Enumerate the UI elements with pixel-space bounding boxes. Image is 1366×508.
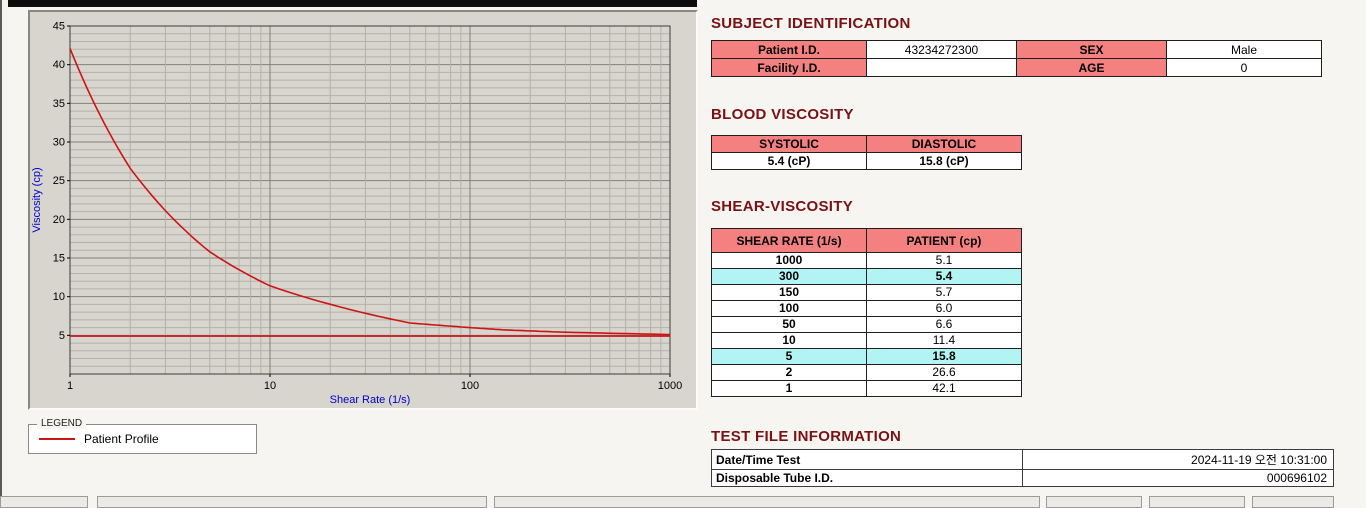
patient-value-cell: 6.0 [866, 300, 1022, 317]
facility-id-value [866, 58, 1017, 77]
age-label: AGE [1016, 58, 1167, 77]
svg-text:25: 25 [53, 175, 65, 187]
bottom-panel-segment [1046, 496, 1142, 508]
svg-text:35: 35 [53, 98, 65, 110]
diastolic-header: DIASTOLIC [866, 135, 1022, 153]
test-file-row: Disposable Tube I.D. 000696102 [711, 469, 1334, 487]
shear-row: 150 5.7 [711, 284, 1022, 301]
patient-value-cell: 42.1 [866, 380, 1022, 397]
shear-rate-header: SHEAR RATE (1/s) [711, 228, 867, 253]
shear-row: 1000 5.1 [711, 252, 1022, 269]
patient-value-cell: 11.4 [866, 332, 1022, 349]
subject-row: Facility I.D. AGE 0 [711, 58, 1322, 77]
shear-rate-cell: 10 [711, 332, 867, 349]
patient-value-cell: 6.6 [866, 316, 1022, 333]
window-top-bar [8, 0, 697, 7]
legend-line-sample [39, 438, 75, 440]
legend-entry: Patient Profile [29, 425, 256, 453]
svg-text:45: 45 [53, 21, 65, 33]
shear-row: 300 5.4 [711, 268, 1022, 285]
bottom-panel-segment [0, 496, 88, 508]
svg-text:5: 5 [59, 330, 65, 342]
patient-value-cell: 5.1 [866, 252, 1022, 269]
viscosity-chart: 5 10 15 20 25 30 35 40 45 1 10 100 1000 Shear Rate (1… [31, 21, 682, 407]
subject-identification-table: Patient I.D. 43234272300 SEX Male Facili… [711, 40, 1322, 77]
date-time-value: 2024-11-19 오전 10:31:00 [1022, 449, 1334, 470]
patient-value-cell: 15.8 [866, 348, 1022, 365]
bottom-panel-segment [494, 496, 1040, 508]
bottom-panel-segment [97, 496, 487, 508]
tube-id-label: Disposable Tube I.D. [711, 469, 1023, 487]
shear-rate-cell: 5 [711, 348, 867, 365]
sex-value: Male [1166, 40, 1322, 59]
shear-row: 1 42.1 [711, 380, 1022, 397]
patient-value-cell: 5.4 [866, 268, 1022, 285]
diastolic-value: 15.8 (cP) [866, 152, 1022, 170]
shear-header-row: SHEAR RATE (1/s) PATIENT (cp) [711, 228, 1022, 253]
svg-text:20: 20 [53, 214, 65, 226]
age-value: 0 [1166, 58, 1322, 77]
shear-row: 2 26.6 [711, 364, 1022, 381]
blood-viscosity-table: SYSTOLIC DIASTOLIC 5.4 (cP) 15.8 (cP) [711, 135, 1022, 170]
patient-value-cell: 26.6 [866, 364, 1022, 381]
shear-rate-cell: 300 [711, 268, 867, 285]
shear-rate-cell: 150 [711, 284, 867, 301]
shear-rate-cell: 1 [711, 380, 867, 397]
shear-viscosity-title: SHEAR-VISCOSITY [711, 198, 854, 215]
patient-cp-header: PATIENT (cp) [866, 228, 1022, 253]
shear-rate-cell: 50 [711, 316, 867, 333]
svg-text:1: 1 [67, 380, 73, 392]
systolic-value: 5.4 (cP) [711, 152, 867, 170]
viscosity-chart-panel: 5 10 15 20 25 30 35 40 45 1 10 100 1000 Shear Rate (1… [28, 10, 698, 410]
subject-identification-title: SUBJECT IDENTIFICATION [711, 15, 911, 32]
tube-id-value: 000696102 [1022, 469, 1334, 487]
shear-rate-cell: 2 [711, 364, 867, 381]
svg-text:Viscosity (cp): Viscosity (cp) [31, 167, 43, 232]
patient-value-cell: 5.7 [866, 284, 1022, 301]
svg-text:10: 10 [264, 380, 276, 392]
test-file-information-title: TEST FILE INFORMATION [711, 428, 902, 445]
svg-text:1000: 1000 [658, 380, 682, 392]
svg-text:15: 15 [53, 253, 65, 265]
svg-text:Shear Rate (1/s): Shear Rate (1/s) [330, 394, 411, 406]
date-time-label: Date/Time Test [711, 449, 1023, 470]
legend-series-label: Patient Profile [84, 432, 159, 446]
subject-row: Patient I.D. 43234272300 SEX Male [711, 40, 1322, 59]
shear-row: 5 15.8 [711, 348, 1022, 365]
svg-text:10: 10 [53, 291, 65, 303]
shear-rate-cell: 1000 [711, 252, 867, 269]
svg-text:30: 30 [53, 137, 65, 149]
test-file-information-table: Date/Time Test 2024-11-19 오전 10:31:00 Di… [711, 449, 1334, 487]
window-left-border [0, 0, 2, 508]
blood-viscosity-title: BLOOD VISCOSITY [711, 106, 854, 123]
shear-row: 10 11.4 [711, 332, 1022, 349]
svg-text:40: 40 [53, 59, 65, 71]
sex-label: SEX [1016, 40, 1167, 59]
bottom-panel-segment [1252, 496, 1334, 508]
blood-viscosity-value-row: 5.4 (cP) 15.8 (cP) [711, 152, 1022, 170]
shear-rate-cell: 100 [711, 300, 867, 317]
blood-viscosity-header-row: SYSTOLIC DIASTOLIC [711, 135, 1022, 153]
facility-id-label: Facility I.D. [711, 58, 867, 77]
svg-text:100: 100 [461, 380, 479, 392]
test-file-row: Date/Time Test 2024-11-19 오전 10:31:00 [711, 449, 1334, 470]
shear-row: 100 6.0 [711, 300, 1022, 317]
bottom-panel-segment [1149, 496, 1245, 508]
shear-viscosity-table: SHEAR RATE (1/s) PATIENT (cp) 1000 5.1 3… [711, 228, 1022, 397]
legend-title: LEGEND [37, 418, 87, 429]
shear-row: 50 6.6 [711, 316, 1022, 333]
patient-id-value: 43234272300 [866, 40, 1017, 59]
patient-id-label: Patient I.D. [711, 40, 867, 59]
systolic-header: SYSTOLIC [711, 135, 867, 153]
legend-box: LEGEND Patient Profile [28, 418, 257, 454]
